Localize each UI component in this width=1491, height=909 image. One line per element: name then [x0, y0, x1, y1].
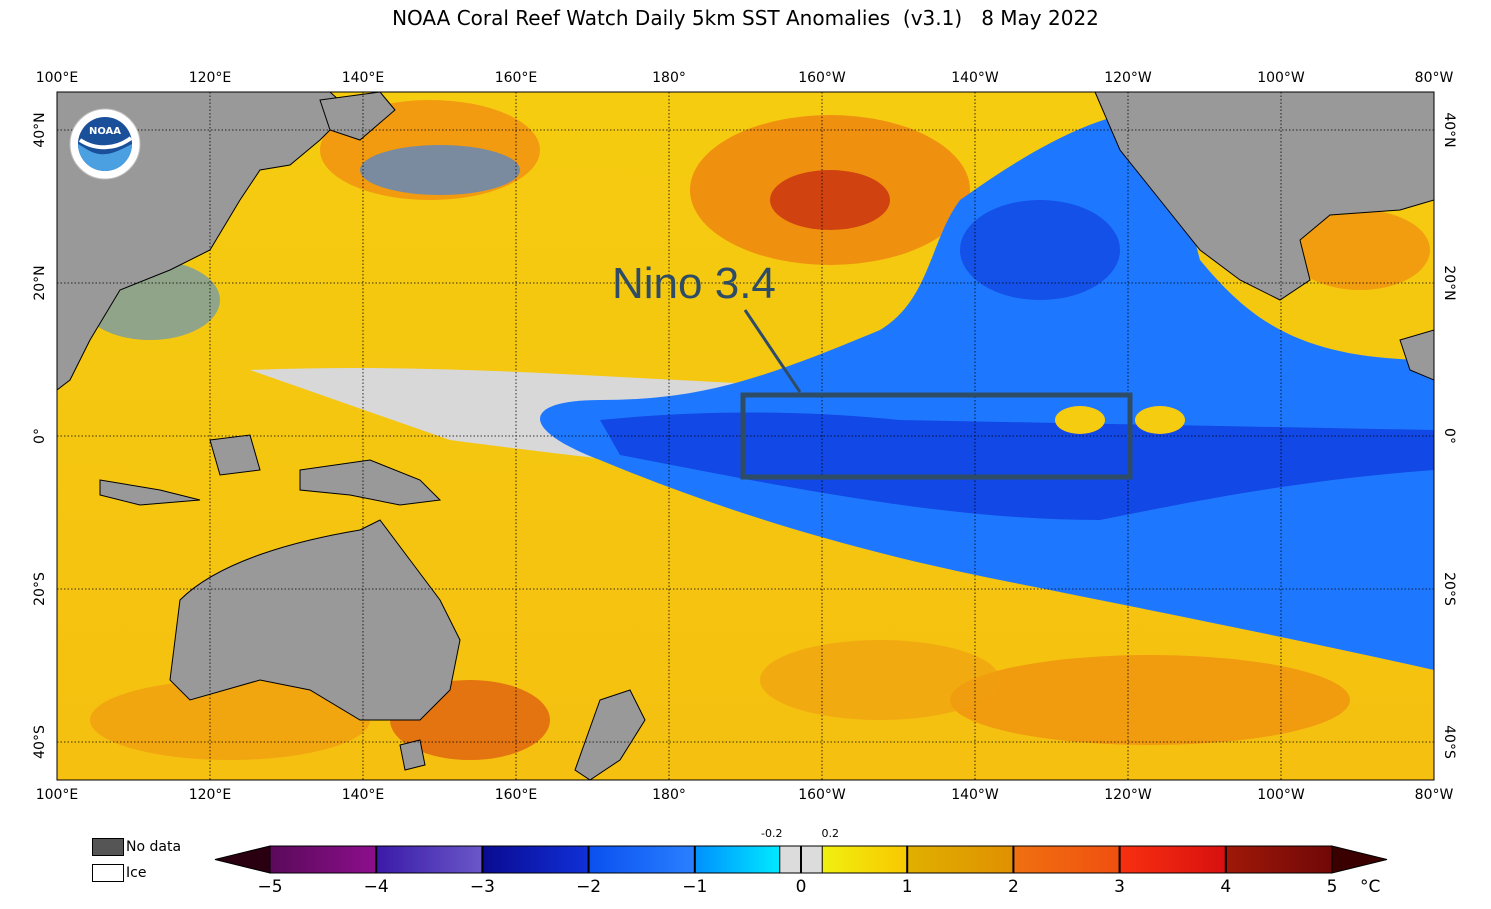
colorbar-tick-label: 1 [901, 877, 913, 897]
noaa-logo: NOAA [69, 108, 141, 180]
colorbar-small-tick-label: 0.2 [821, 827, 839, 840]
lon-label: 100°E [35, 787, 79, 803]
colorbar-tick-label: 2 [1007, 877, 1019, 897]
lon-label: 100°W [1257, 787, 1305, 803]
colorbar-extend-low [214, 845, 271, 874]
nino34-label: Nino 3.4 [612, 259, 776, 308]
colorbar-segment [376, 846, 483, 873]
lat-label: 40°N [1441, 112, 1457, 148]
land-new-zealand [574, 689, 646, 780]
land-north-america [1094, 92, 1434, 301]
lat-label: 20°S [32, 572, 48, 606]
lat-label: 0° [1441, 428, 1457, 444]
cold-tongue [600, 412, 1434, 520]
lon-label: 120°E [188, 70, 232, 86]
nino34-pointer-line [743, 309, 802, 393]
no-data-label: No data [126, 839, 182, 855]
colorbar-tick-label: 5 [1326, 877, 1338, 897]
colorbar-tick-label: 0 [795, 877, 807, 897]
ice-swatch [92, 864, 124, 882]
colorbar-segment [270, 846, 377, 873]
no-data-swatch [92, 838, 124, 856]
lon-label: 160°E [494, 70, 538, 86]
nino34-box [740, 392, 1133, 480]
lon-label: 80°W [1414, 787, 1454, 803]
land-tasmania [399, 739, 426, 771]
colorbar-border [269, 845, 1333, 874]
ice-label: Ice [126, 865, 147, 881]
lon-label: 100°E [35, 70, 79, 86]
land-australia [169, 519, 461, 721]
colorbar-tick-label: 4 [1220, 877, 1232, 897]
land-new-guinea [299, 459, 442, 506]
colorbar-extend-high [1331, 845, 1388, 874]
map-border [56, 91, 1435, 781]
lon-label: 160°E [494, 787, 538, 803]
colorbar-segment [1013, 846, 1120, 873]
lon-label: 140°W [951, 70, 999, 86]
lon-label: 140°W [951, 787, 999, 803]
colorbar-segment [588, 846, 695, 873]
svg-text:NOAA: NOAA [89, 126, 121, 137]
lon-label: 160°W [798, 70, 846, 86]
colorbar-segment [694, 846, 780, 873]
colorbar-unit: °C [1360, 877, 1381, 897]
lat-label: 40°S [32, 725, 48, 759]
colorbar-segment [907, 846, 1014, 873]
cool-anomaly-eastern-pacific [540, 110, 1434, 670]
lon-label: 180° [652, 70, 686, 86]
colorbar-tick-label: 3 [1114, 877, 1126, 897]
colorbar-tick-label: −2 [576, 877, 602, 897]
lon-label: 140°E [341, 70, 385, 86]
colorbar-segment [822, 846, 908, 873]
colorbar-segment [1119, 846, 1226, 873]
lon-label: 180° [652, 787, 686, 803]
colorbar-small-tick-label: -0.2 [761, 827, 783, 840]
lat-label: 0° [32, 428, 48, 444]
lon-label: 120°W [1104, 787, 1152, 803]
map-frame-content [57, 92, 1434, 780]
colorbar-tick-label: −5 [257, 877, 283, 897]
lat-label: 20°S [1441, 572, 1457, 606]
colorbar-tick-label: −3 [469, 877, 495, 897]
colorbar [214, 845, 1388, 874]
lat-label: 20°N [32, 265, 48, 301]
land-japan [319, 92, 396, 141]
lon-label: 100°W [1257, 70, 1305, 86]
lat-label: 20°N [1441, 265, 1457, 301]
lon-label: 80°W [1414, 70, 1454, 86]
colorbar-tick-label: −4 [363, 877, 389, 897]
colorbar-segment [482, 846, 589, 873]
lon-label: 120°E [188, 787, 232, 803]
lon-label: 160°W [798, 787, 846, 803]
lon-label: 120°W [1104, 70, 1152, 86]
lon-label: 140°E [341, 787, 385, 803]
lat-label: 40°N [32, 112, 48, 148]
lat-label: 40°S [1441, 725, 1457, 759]
colorbar-segment [1225, 846, 1332, 873]
map-title: NOAA Coral Reef Watch Daily 5km SST Anom… [392, 6, 1099, 30]
colorbar-tick-label: −1 [682, 877, 708, 897]
